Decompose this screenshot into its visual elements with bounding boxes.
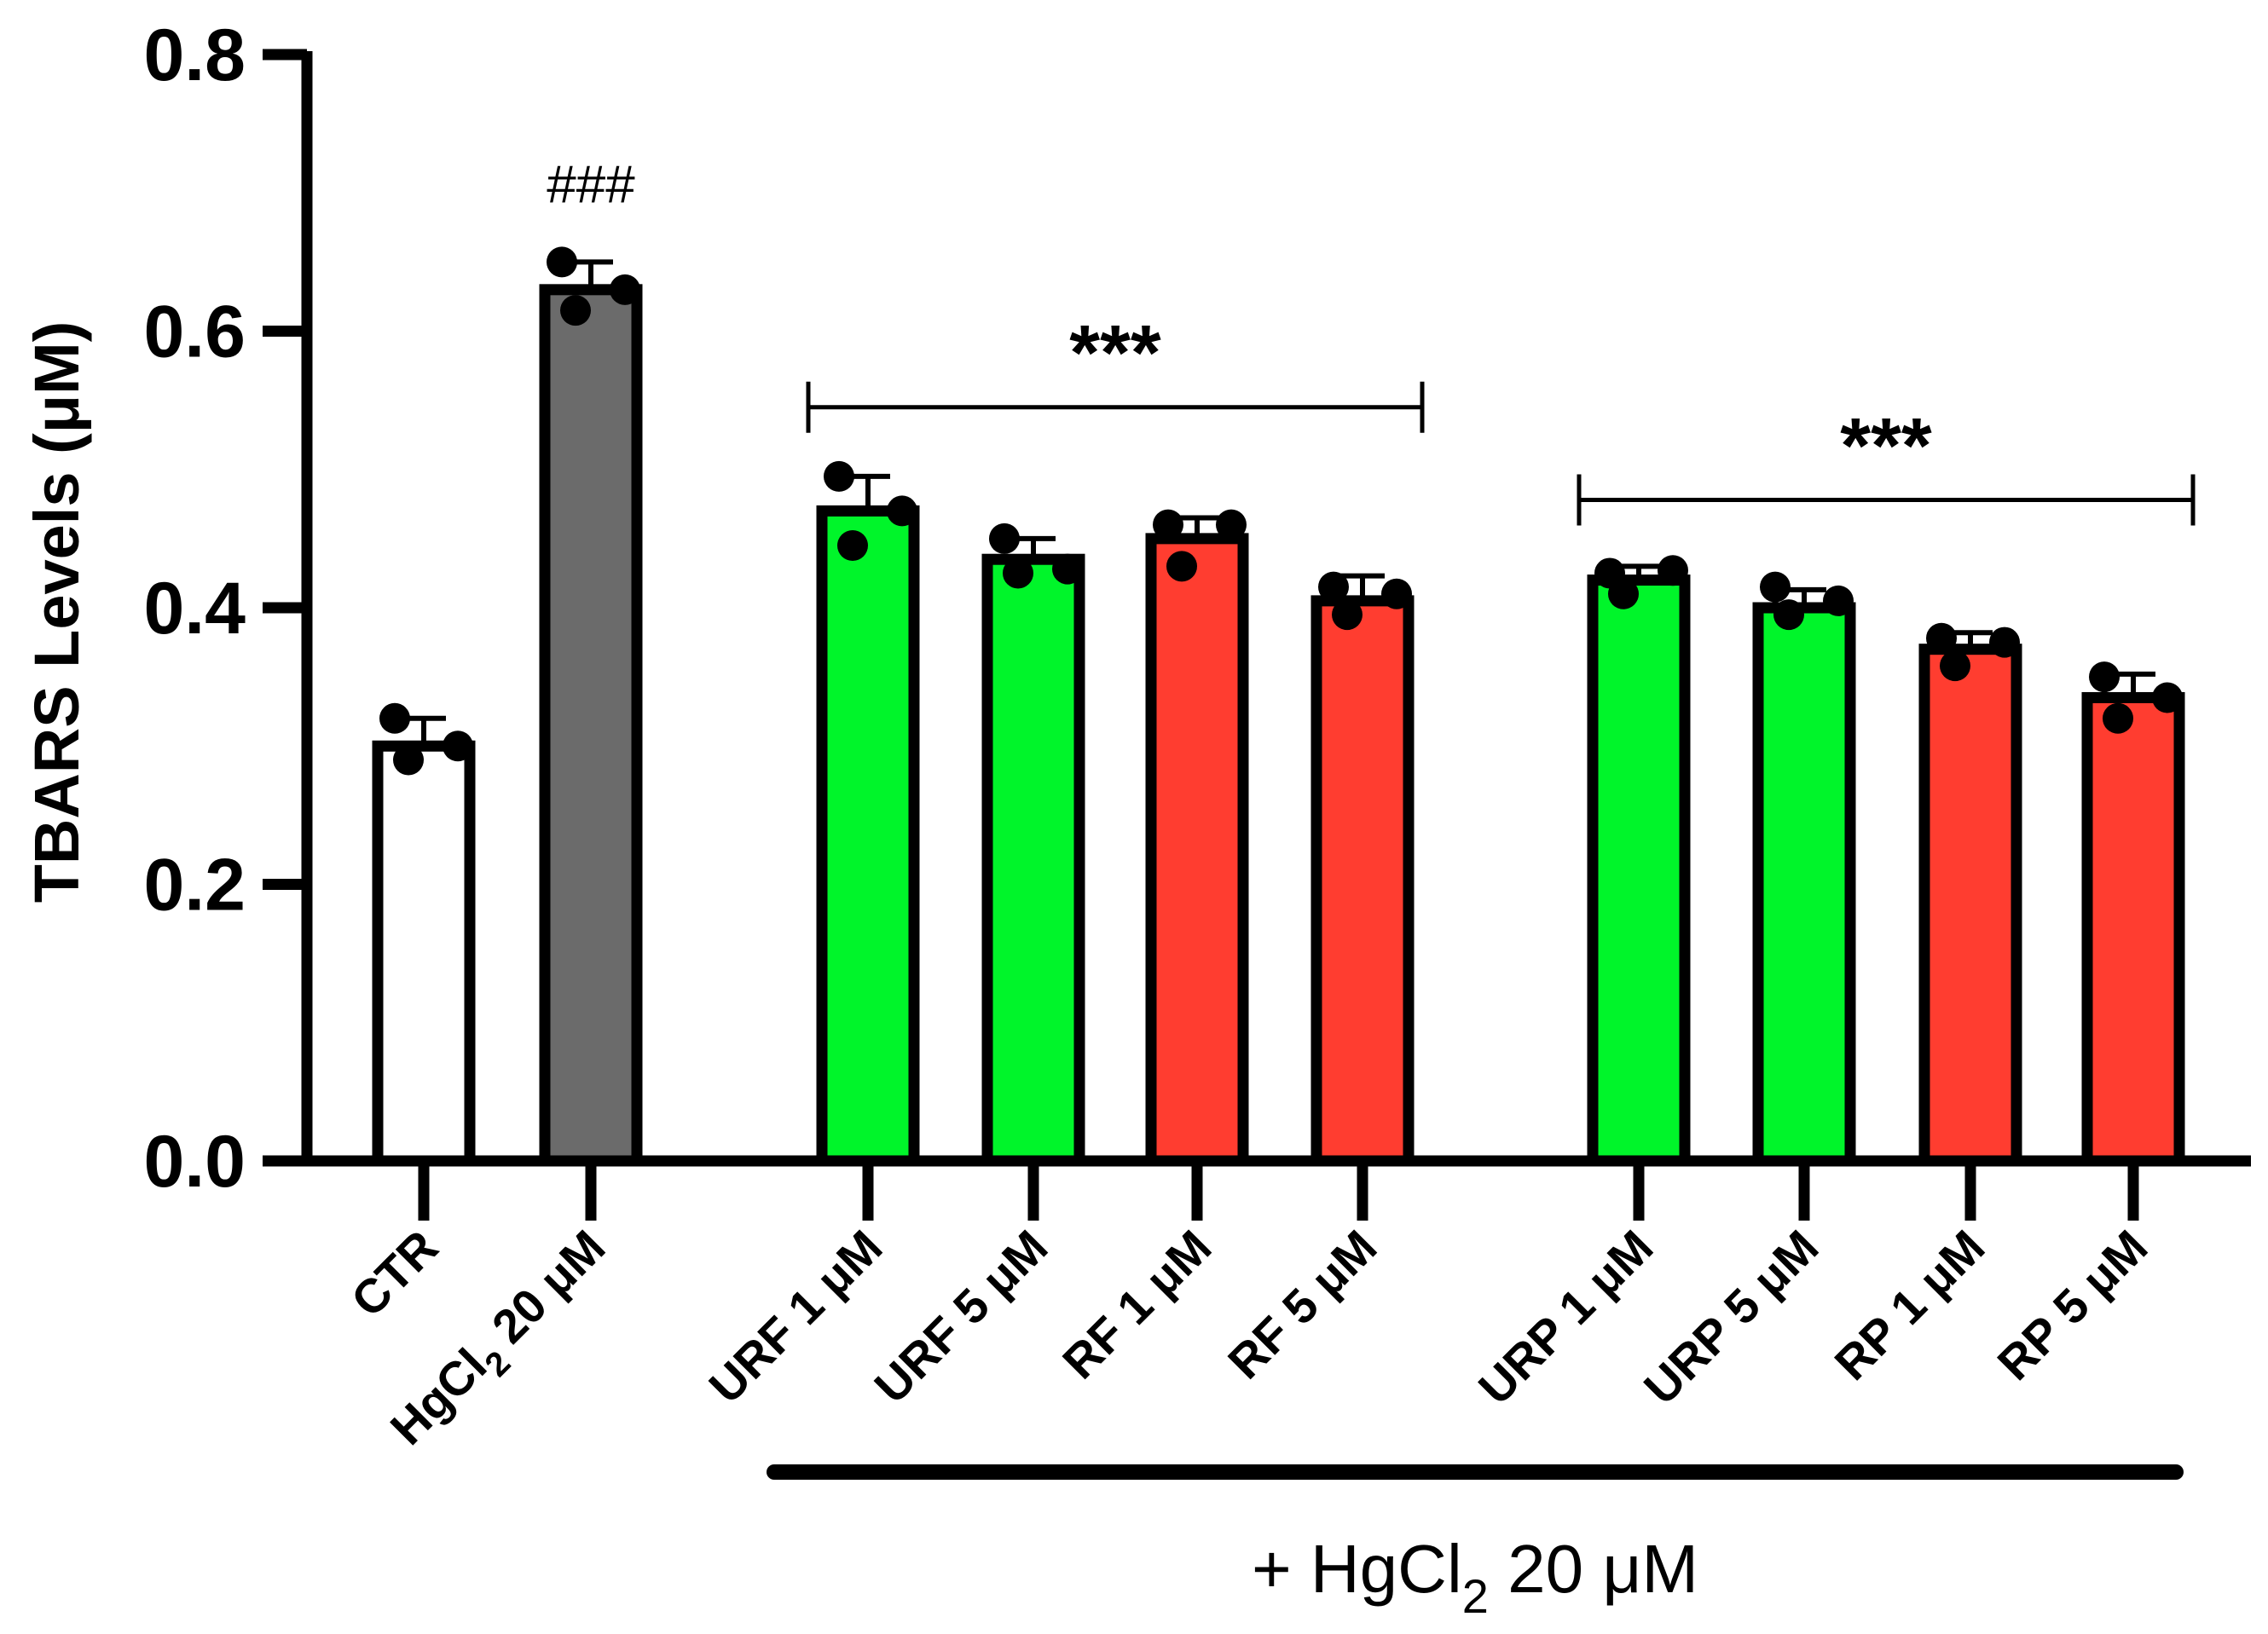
data-point (1773, 599, 1804, 631)
data-point (1381, 578, 1412, 609)
y-tick-label: 0.8 (143, 14, 246, 96)
category-label: RP 5 μM (1987, 1220, 2157, 1390)
data-point (393, 744, 424, 776)
y-tick-label: 0.2 (143, 845, 246, 927)
data-point (443, 730, 473, 762)
y-tick-label: 0.4 (143, 568, 246, 650)
axes-layer: 0.0 0.2 0.4 0.6 0.8 (143, 14, 2251, 1221)
category-label: URF 1 μM (698, 1220, 892, 1413)
data-point (1608, 578, 1639, 609)
data-point (1658, 555, 1688, 586)
data-point (1332, 599, 1363, 631)
bar (1918, 644, 2022, 1167)
y-tick-label: 0.0 (143, 1121, 246, 1203)
category-label: RF 5 μM (1218, 1220, 1387, 1389)
bar (2081, 691, 2185, 1167)
significance-stars-label: *** (1069, 310, 1161, 397)
bar (539, 284, 643, 1167)
data-point (1166, 551, 1197, 582)
bar (981, 553, 1085, 1167)
bar (1587, 574, 1691, 1167)
category-label: RF 1 μM (1052, 1220, 1222, 1389)
data-point (560, 295, 591, 326)
category-label: URP 1 μM (1468, 1220, 1663, 1415)
data-point (989, 523, 1020, 554)
data-point (837, 529, 868, 561)
data-point (1052, 553, 1083, 585)
bar (372, 740, 476, 1167)
data-point (1760, 571, 1791, 603)
data-point (1989, 626, 2020, 658)
bars-layer (372, 246, 2185, 1167)
category-label: URF 5 μM (864, 1220, 1057, 1413)
category-label: CTR (341, 1220, 448, 1327)
bar (1145, 533, 1249, 1167)
data-point (824, 460, 854, 492)
category-label: RP 1 μM (1824, 1220, 1994, 1390)
group-note-label: + HgCl2 20 μM (1252, 1531, 1698, 1623)
data-point (1926, 622, 1957, 654)
significance-stars-label: *** (1840, 402, 1932, 489)
data-point (2152, 682, 2183, 713)
bar (1752, 602, 1856, 1167)
data-point (547, 246, 577, 278)
data-point (1216, 509, 1247, 540)
data-point (1003, 557, 1033, 589)
bar (816, 505, 920, 1167)
data-point (1153, 509, 1183, 540)
data-point (887, 495, 917, 527)
y-tick-label: 0.6 (143, 292, 246, 373)
significance-hash-label: ### (547, 155, 635, 214)
data-point (2103, 702, 2133, 734)
data-point (1940, 650, 1970, 682)
data-point (1318, 571, 1349, 603)
data-point (2089, 661, 2120, 693)
category-label: URP 5 μM (1634, 1220, 1829, 1415)
data-point (610, 274, 640, 305)
data-point (1823, 585, 1854, 616)
data-point (379, 702, 410, 734)
y-axis-label: TBARS Levels (μM) (21, 321, 92, 904)
bar (1310, 595, 1415, 1167)
